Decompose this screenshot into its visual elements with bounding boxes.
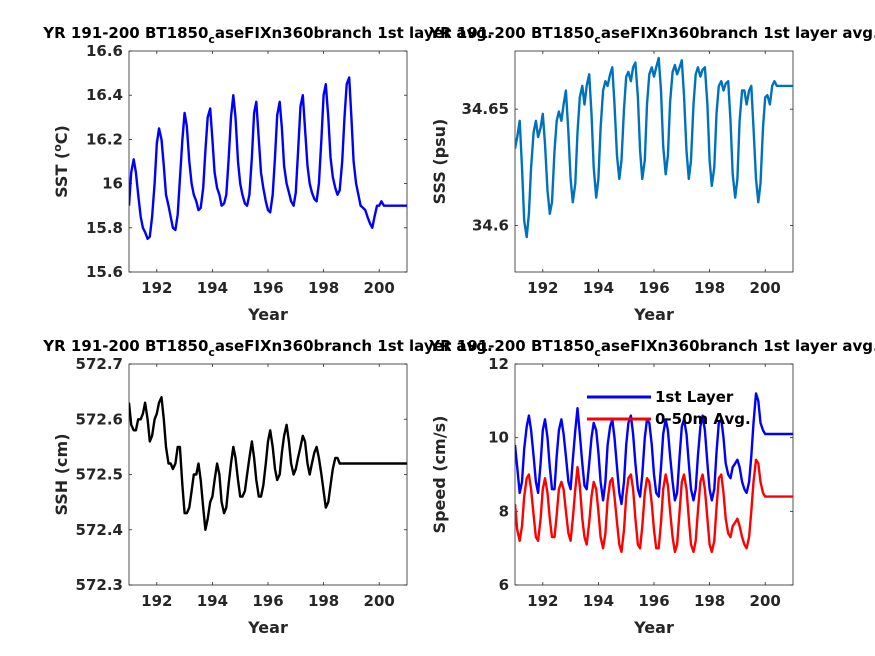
y-tick-label: 572.7	[76, 355, 123, 373]
axes-box	[128, 50, 408, 273]
y-tick-label: 12	[488, 355, 509, 373]
y-tick-label: 572.5	[76, 466, 123, 484]
chart-title: YR 191-200 BT1850caseFIXn360branch 1st l…	[428, 24, 875, 46]
x-tick-label: 196	[638, 279, 669, 297]
chart-title-part: aseFIXn360branch 1st layer avg.	[215, 24, 493, 42]
y-tick-label: 16.2	[86, 130, 123, 148]
y-axis-label: SSH (cm)	[52, 433, 71, 515]
series-line-2	[515, 458, 793, 554]
y-tick-label: 34.65	[462, 100, 509, 118]
x-tick-label: 196	[252, 279, 283, 297]
x-tick-label: 200	[750, 592, 781, 610]
chart-title-part: aseFIXn360branch 1st layer avg.	[601, 24, 875, 42]
x-tick-label: 194	[583, 592, 614, 610]
x-tick-label: 194	[197, 279, 228, 297]
y-axis-label-superscript: o	[51, 144, 64, 152]
chart-title: YR 191-200 BT1850caseFIXn360branch 1st l…	[42, 337, 492, 359]
y-tick-label: 572.4	[76, 521, 123, 539]
chart-title-subscript: c	[594, 33, 601, 46]
chart-title-part: YR 191-200 BT1850	[428, 337, 594, 355]
legend-label-2: 0-50m Avg.	[655, 410, 751, 428]
x-tick-label: 192	[527, 592, 558, 610]
x-tick-label: 198	[308, 592, 339, 610]
x-tick-label: 194	[197, 592, 228, 610]
x-tick-label: 200	[364, 592, 395, 610]
chart-title-subscript: c	[208, 33, 215, 46]
chart-title-part: YR 191-200 BT1850	[42, 337, 208, 355]
chart-title: YR 191-200 BT1850caseFIXn360branch 1st l…	[428, 337, 875, 359]
chart-title-part: aseFIXn360branch 1st layer avg.	[601, 337, 875, 355]
series-line-1	[515, 392, 793, 506]
chart-title-part: aseFIXn360branch 1st layer avg.	[215, 337, 493, 355]
y-tick-label: 15.8	[86, 219, 123, 237]
y-tick-label: 34.6	[472, 216, 509, 234]
legend: 1st Layer 0-50m Avg.	[587, 388, 751, 428]
x-tick-label: 192	[141, 592, 172, 610]
y-tick-label: 6	[499, 576, 509, 594]
series-line-1	[515, 56, 793, 239]
series-line-1	[129, 76, 407, 241]
y-tick-label: 15.6	[86, 263, 123, 281]
x-tick-label: 198	[694, 279, 725, 297]
legend-label-1: 1st Layer	[655, 388, 734, 406]
chart-title: YR 191-200 BT1850caseFIXn360branch 1st l…	[42, 24, 492, 46]
chart-title-part: YR 191-200 BT1850	[428, 24, 594, 42]
x-tick-label: 194	[583, 279, 614, 297]
y-tick-label: 16	[102, 175, 123, 193]
x-tick-label: 198	[694, 592, 725, 610]
y-axis-label: SST (oC)	[51, 125, 71, 198]
y-tick-label: 16.6	[86, 42, 123, 60]
x-axis-label: Year	[633, 305, 674, 324]
axes-box	[514, 50, 794, 273]
x-axis-label: Year	[633, 618, 674, 637]
y-tick-label: 572.6	[76, 410, 123, 428]
y-tick-label: 10	[488, 429, 509, 447]
chart-panel-1: 192 194 196 198 200 15.6 15.8 16 16.2 16.4 16.6 Yea…	[42, 24, 492, 324]
series-line-1	[129, 396, 407, 531]
y-axis-label: SSS (psu)	[430, 119, 449, 205]
x-tick-label: 192	[527, 279, 558, 297]
chart-panel-2: 192 194 196 198 200 34.6 34.65 Year SSS (psu) YR …	[428, 24, 875, 324]
chart-title-subscript: c	[208, 346, 215, 359]
x-axis-label: Year	[247, 618, 288, 637]
chart-panel-3: 192 194 196 198 200 572.3 572.4 572.5 572.6 572.7…	[42, 337, 492, 637]
chart-title-part: YR 191-200 BT1850	[42, 24, 208, 42]
x-tick-label: 198	[308, 279, 339, 297]
y-axis-label: Speed (cm/s)	[430, 416, 449, 534]
y-axis-label-part: C)	[52, 125, 71, 144]
y-tick-label: 572.3	[76, 576, 123, 594]
x-tick-label: 196	[252, 592, 283, 610]
x-tick-label: 200	[364, 279, 395, 297]
y-tick-label: 16.4	[86, 86, 123, 104]
chart-panel-4: 192 194 196 198 200 6 8 10 12 Year Speed (cm/s) YR …	[428, 337, 875, 637]
y-axis-label-part: SST (	[52, 152, 71, 198]
x-tick-label: 200	[750, 279, 781, 297]
axes-box	[128, 363, 408, 586]
y-tick-label: 8	[499, 502, 509, 520]
x-tick-label: 192	[141, 279, 172, 297]
chart-title-subscript: c	[594, 346, 601, 359]
x-tick-label: 196	[638, 592, 669, 610]
x-axis-label: Year	[247, 305, 288, 324]
